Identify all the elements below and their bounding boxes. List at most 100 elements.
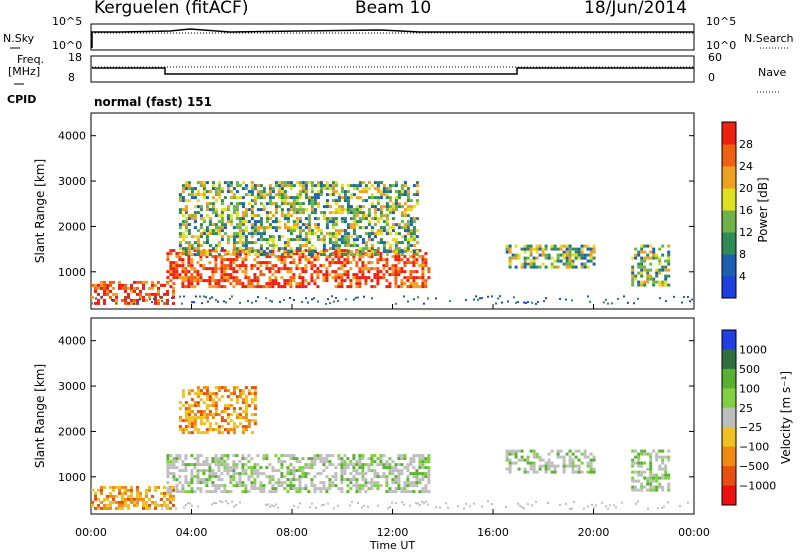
data-cell <box>106 286 109 290</box>
data-cell <box>304 285 308 289</box>
data-cell <box>373 481 377 485</box>
data-cell <box>541 247 545 251</box>
data-cell <box>327 502 329 505</box>
data-cell <box>605 505 607 508</box>
data-cell <box>514 256 518 260</box>
data-cell <box>169 270 173 274</box>
data-cell <box>235 401 239 405</box>
data-cell <box>226 463 230 467</box>
data-cell <box>397 261 401 265</box>
data-cell <box>637 265 641 269</box>
data-cell <box>550 247 554 251</box>
data-cell <box>211 490 215 494</box>
data-cell <box>409 276 413 280</box>
data-cell <box>346 235 350 239</box>
data-cell <box>623 295 625 298</box>
data-cell <box>190 398 194 402</box>
data-cell <box>289 279 293 283</box>
data-cell <box>331 244 335 248</box>
data-cell <box>358 270 362 274</box>
data-cell <box>187 276 191 280</box>
data-cell <box>199 181 203 185</box>
data-cell <box>340 273 344 277</box>
data-cell <box>259 484 263 488</box>
data-cell <box>640 274 644 278</box>
data-cell <box>391 481 395 485</box>
data-cell <box>655 271 659 275</box>
data-cell <box>130 298 133 302</box>
xtick-label-4: 16:00 <box>477 526 509 539</box>
data-cell <box>196 454 200 458</box>
data-cell <box>250 264 254 268</box>
data-cell <box>406 478 410 482</box>
data-cell <box>208 279 212 283</box>
data-cell <box>267 503 269 506</box>
data-cell <box>109 283 112 287</box>
data-cell <box>621 501 623 504</box>
data-cell <box>652 479 656 483</box>
data-cell <box>265 504 267 507</box>
data-cell <box>106 497 109 501</box>
data-cell <box>190 389 194 393</box>
data-cell <box>334 273 338 277</box>
data-cell <box>289 232 293 236</box>
data-cell <box>178 226 182 230</box>
data-cell <box>211 267 215 271</box>
data-cell <box>403 454 407 458</box>
data-cell <box>232 267 236 271</box>
data-cell <box>400 267 404 271</box>
data-cell <box>508 470 512 474</box>
data-cell <box>406 466 410 470</box>
data-cell <box>523 256 527 260</box>
data-cell <box>643 244 647 248</box>
data-cell <box>232 187 236 191</box>
data-cell <box>319 190 323 194</box>
data-cell <box>247 478 251 482</box>
data-cell <box>424 466 428 470</box>
data-cell <box>337 247 341 251</box>
data-cell <box>349 481 353 485</box>
data-cell <box>295 264 299 268</box>
data-cell <box>253 214 257 218</box>
data-cell <box>271 504 273 507</box>
data-cell <box>184 220 188 224</box>
data-cell <box>364 214 368 218</box>
data-cell <box>373 285 377 289</box>
data-cell <box>385 187 389 191</box>
data-cell <box>565 259 569 263</box>
data-cell <box>172 503 175 507</box>
data-cell <box>358 253 362 257</box>
data-cell <box>208 223 212 227</box>
data-cell <box>262 187 266 191</box>
data-cell <box>334 472 338 476</box>
data-cell <box>377 504 379 507</box>
data-cell <box>421 490 425 494</box>
data-cell <box>556 259 560 263</box>
data-cell <box>352 273 356 277</box>
data-cell <box>256 229 260 233</box>
data-cell <box>658 464 662 468</box>
data-cell <box>292 478 296 482</box>
data-cell <box>649 458 653 462</box>
data-cell <box>301 187 305 191</box>
data-cell <box>112 298 115 302</box>
data-cell <box>427 276 431 280</box>
power-colorbar-segment <box>722 166 736 189</box>
data-cell <box>244 386 248 390</box>
data-cell <box>301 472 305 476</box>
data-cell <box>181 460 185 464</box>
data-cell <box>136 494 139 498</box>
data-cell <box>397 226 401 230</box>
data-cell <box>295 199 299 203</box>
data-cell <box>355 208 359 212</box>
data-cell <box>259 270 263 274</box>
data-cell <box>340 487 344 491</box>
data-cell <box>346 202 350 206</box>
data-cell <box>208 229 212 233</box>
data-cell <box>511 449 515 453</box>
data-cell <box>331 193 335 197</box>
data-cell <box>376 220 380 224</box>
data-cell <box>172 478 176 482</box>
data-cell <box>355 184 359 188</box>
data-cell <box>202 478 206 482</box>
